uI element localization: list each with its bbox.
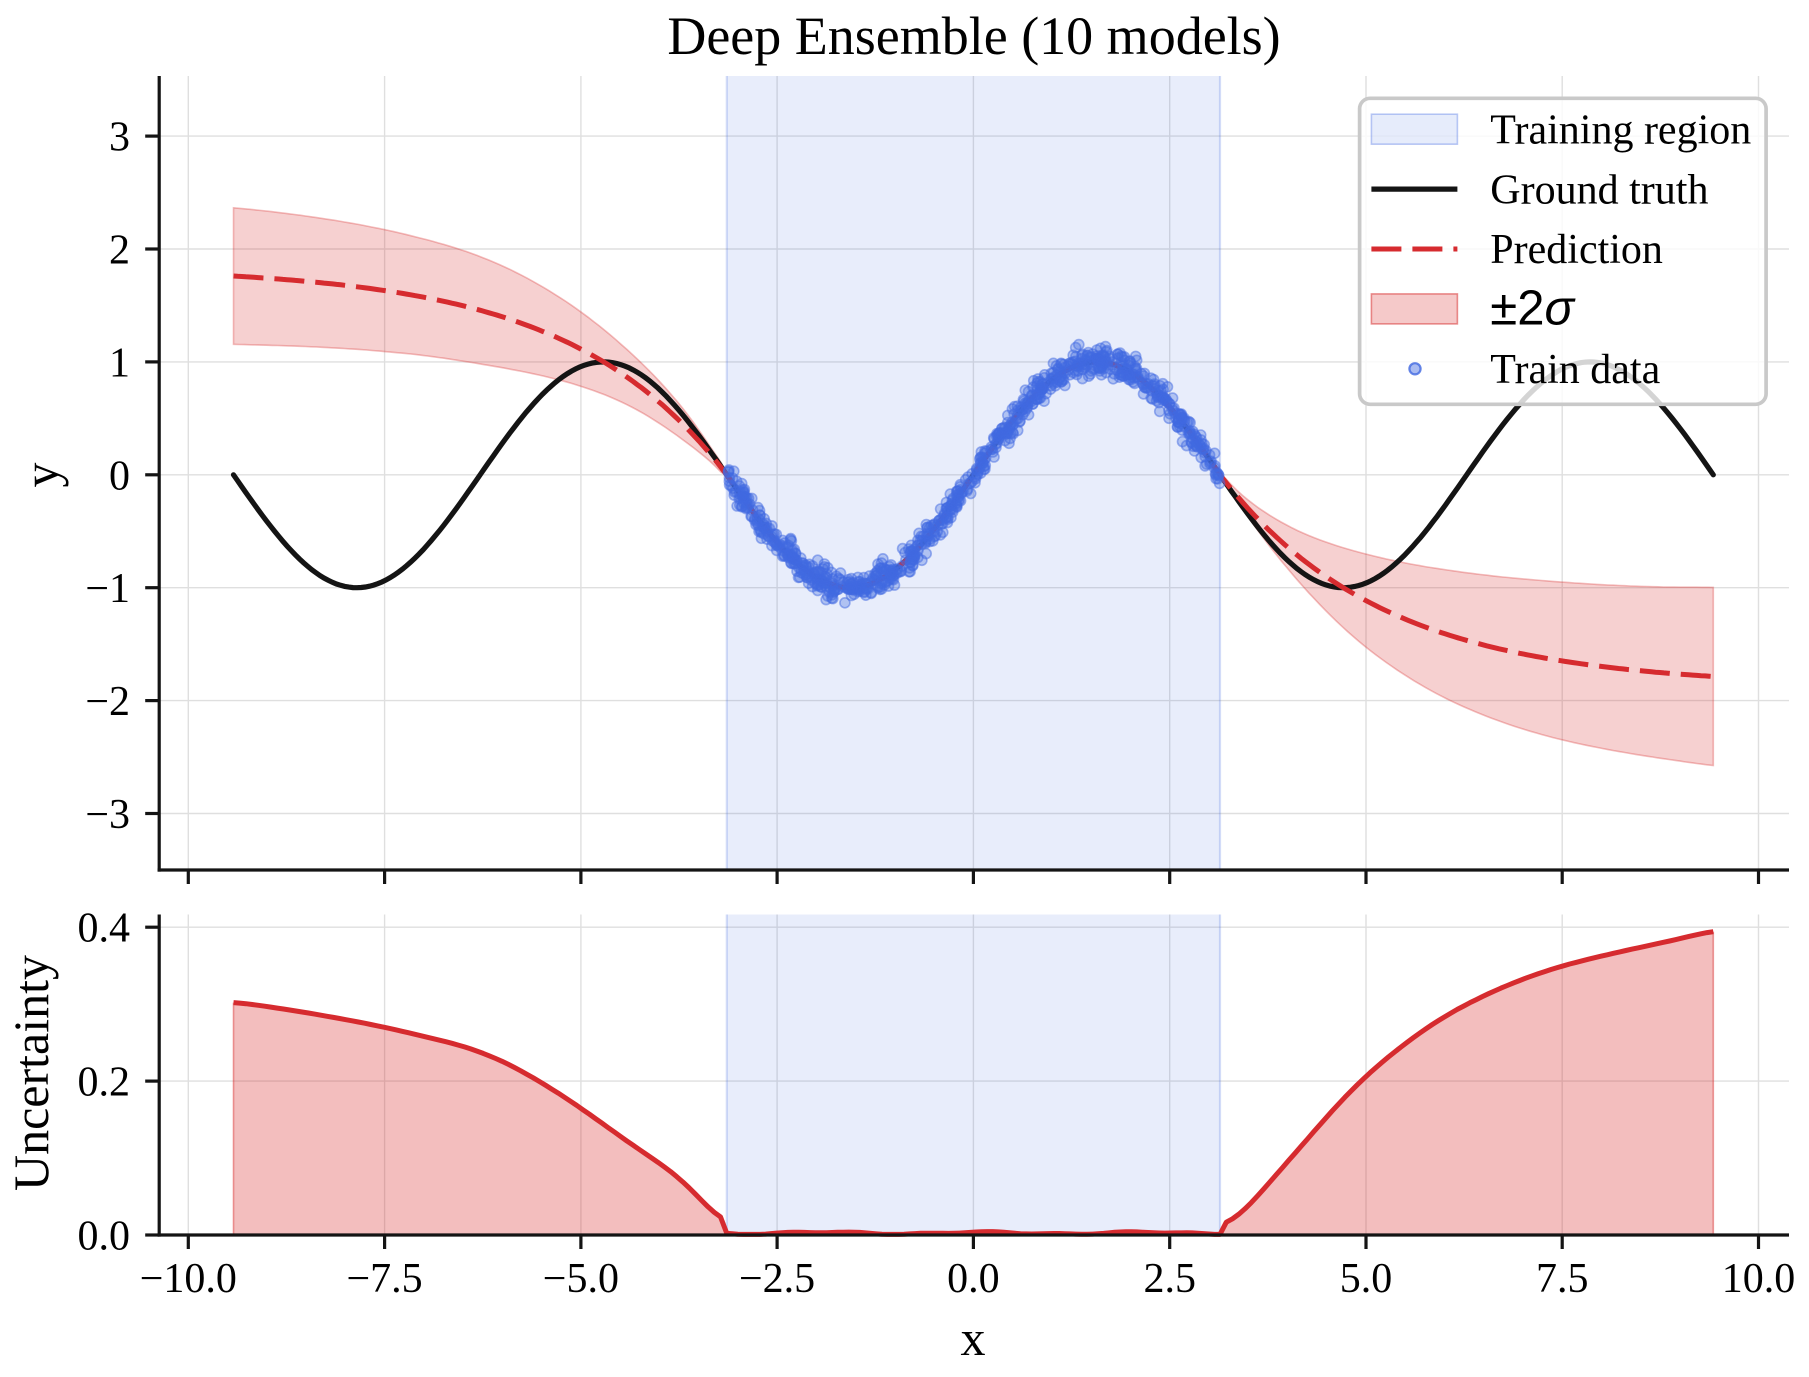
svg-text:Uncertainty: Uncertainty [3, 955, 59, 1191]
svg-text:−2.5: −2.5 [739, 1256, 815, 1302]
svg-text:±2σ: ±2σ [1490, 281, 1576, 335]
svg-text:−7.5: −7.5 [347, 1256, 423, 1302]
svg-text:2.5: 2.5 [1143, 1256, 1196, 1302]
svg-text:y: y [13, 463, 69, 488]
svg-text:−5.0: −5.0 [543, 1256, 619, 1302]
svg-text:1: 1 [109, 340, 130, 386]
svg-text:Deep Ensemble (10 models): Deep Ensemble (10 models) [667, 6, 1280, 66]
svg-text:Training region: Training region [1490, 107, 1751, 153]
svg-text:0.2: 0.2 [78, 1060, 131, 1106]
svg-text:−3: −3 [85, 792, 130, 838]
svg-text:x: x [961, 1310, 986, 1366]
svg-text:Ground truth: Ground truth [1490, 167, 1708, 213]
svg-text:−1: −1 [85, 566, 130, 612]
svg-text:−10.0: −10.0 [140, 1256, 237, 1302]
svg-text:3: 3 [109, 115, 130, 161]
svg-text:Train data: Train data [1490, 347, 1660, 393]
svg-text:−2: −2 [85, 679, 130, 725]
svg-text:10.0: 10.0 [1722, 1256, 1796, 1302]
svg-text:0.0: 0.0 [78, 1214, 131, 1260]
svg-text:0.0: 0.0 [947, 1256, 1000, 1302]
svg-text:0: 0 [109, 453, 130, 499]
svg-text:2: 2 [109, 228, 130, 274]
svg-text:7.5: 7.5 [1536, 1256, 1589, 1302]
svg-text:Prediction: Prediction [1490, 227, 1663, 273]
svg-text:0.4: 0.4 [78, 906, 131, 952]
svg-text:5.0: 5.0 [1340, 1256, 1393, 1302]
